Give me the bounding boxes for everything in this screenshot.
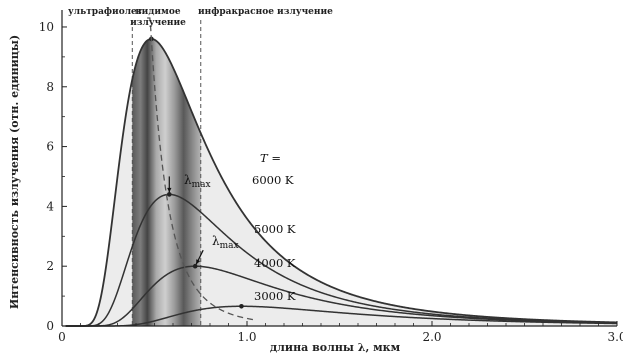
band-label-visible-line1: видимое bbox=[135, 7, 180, 17]
peak-point-3000k bbox=[239, 303, 244, 309]
x-tick-label: 2.0 bbox=[422, 330, 441, 344]
band-label-uv: ультрафиолет bbox=[68, 7, 143, 17]
area-fills bbox=[65, 38, 617, 326]
y-tick-label: 8 bbox=[46, 80, 54, 94]
series-label-3000k: 3000 K bbox=[254, 289, 296, 303]
curve-6000k bbox=[65, 38, 618, 327]
lambda-max-group bbox=[147, 17, 257, 321]
band-dividers bbox=[131, 20, 202, 326]
lambda-max-label-5000k: λmax bbox=[184, 173, 211, 190]
curve-3000k bbox=[65, 305, 618, 327]
lambda-max-label-4000k: λmax bbox=[212, 234, 239, 251]
series-label-6000k: 6000 K bbox=[252, 173, 294, 187]
series-label-4000k: 4000 K bbox=[254, 256, 296, 270]
band-label-ir: инфракрасное излучение bbox=[198, 7, 333, 17]
x-tick-label: 3.0 bbox=[607, 330, 623, 344]
y-tick-label: 4 bbox=[46, 199, 54, 213]
chart-labels: Интенсивность излучения (отн. единицы) дл… bbox=[8, 7, 401, 354]
area-under-6000k bbox=[65, 38, 617, 326]
lambda-max-arrow-5000k-head bbox=[167, 187, 172, 193]
y-tick-label: 2 bbox=[46, 259, 54, 273]
axes: 0 1.0 2.0 3.0 0 2 4 6 8 10 bbox=[39, 10, 623, 344]
x-tick-label: 0 bbox=[58, 330, 66, 344]
y-tick-label: 6 bbox=[46, 140, 54, 154]
lambda-max-arrow-4000k-head bbox=[196, 259, 201, 265]
visible-band-fill bbox=[132, 38, 201, 326]
legend-title: T = bbox=[260, 151, 281, 165]
lambda-max-locus bbox=[147, 17, 257, 321]
curve-4000k bbox=[65, 265, 618, 327]
y-axis-label: Интенсивность излучения (отн. единицы) bbox=[8, 35, 21, 309]
band-label-visible-line2: излучение bbox=[130, 18, 186, 28]
y-tick-label: 10 bbox=[39, 20, 54, 34]
x-tick-label: 1.0 bbox=[237, 330, 256, 344]
peak-point-4000k bbox=[192, 263, 198, 269]
x-axis-label: длина волны λ, мкм bbox=[270, 341, 401, 354]
peak-point-5000k bbox=[167, 192, 172, 197]
series-curves bbox=[65, 36, 618, 327]
y-tick-label: 0 bbox=[46, 319, 54, 333]
series-label-5000k: 5000 K bbox=[254, 222, 296, 236]
